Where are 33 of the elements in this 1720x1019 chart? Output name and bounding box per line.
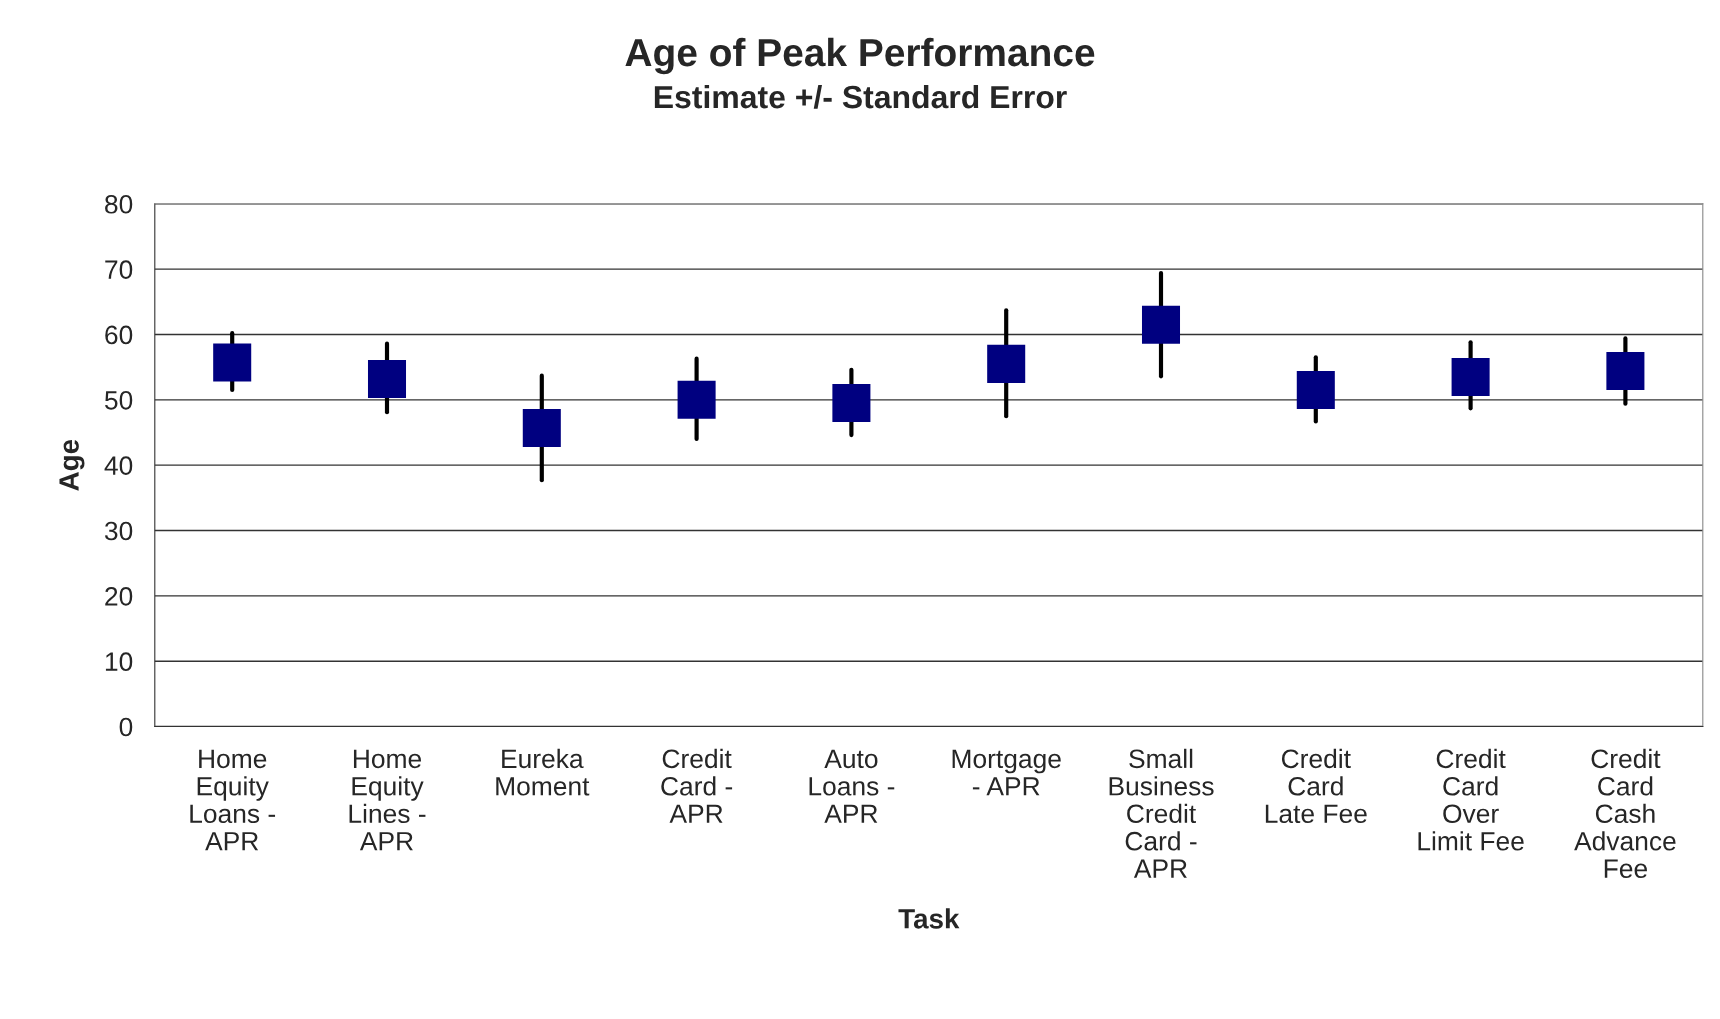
point [213,343,252,382]
x-tick-label: Small Business Credit Card - APR [1109,748,1214,878]
point [522,408,561,447]
point [677,380,716,419]
point [367,359,407,398]
x-tick-label: Credit Card Late Fee [1265,748,1367,824]
y-tick-label: 10 [105,652,133,672]
point [1296,371,1335,410]
y-tick-label: 20 [105,587,133,606]
point [832,384,871,423]
chart-title: Age of Peak Performance [625,37,1095,75]
chart-subtitle: Estimate +/- Standard Error [654,84,1067,109]
x-tick-label: Mortgage - APR [952,749,1061,796]
x-tick-label: Home Equity Lines - APR [349,749,426,851]
y-tick-label: 70 [105,260,133,279]
y-tick-label: 80 [105,194,133,214]
x-tick-label: Home Equity Loans - APR [190,749,276,851]
y-tick-label: 30 [104,521,133,541]
y-tick-label: 50 [104,390,133,410]
y-tick-label: 40 [104,456,133,475]
y-axis-title: Age [59,439,85,491]
x-tick-label: Credit Card - APR [661,748,733,823]
point [1451,357,1490,396]
point [1141,305,1181,344]
point [1606,352,1645,391]
x-tick-label: Eureka Moment [496,748,590,796]
y-tick-label: 60 [105,325,133,345]
y-tick-label: 0 [119,717,133,737]
x-tick-label: Credit Card Cash Advance Fee [1574,748,1676,879]
point [987,344,1026,383]
x-tick-label: Auto Loans - APR [809,749,895,823]
x-axis-title: Task [898,908,960,929]
x-tick-label: Credit Card Over Limit Fee [1418,748,1524,851]
